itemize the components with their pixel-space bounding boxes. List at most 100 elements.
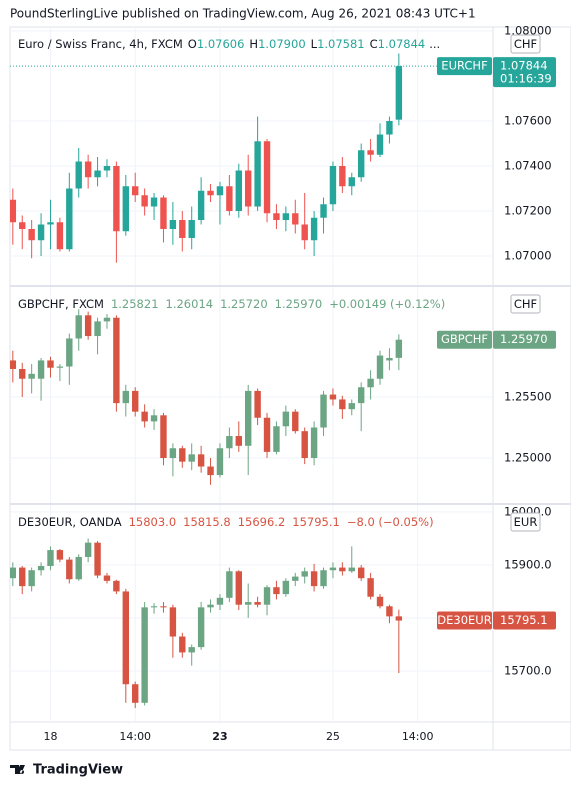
legend-value: 1.25970	[275, 297, 323, 311]
price-box	[493, 611, 556, 630]
candle-body	[197, 190, 205, 220]
x-tick-label: 23	[212, 730, 227, 743]
candle-body	[10, 360, 17, 369]
candle-body	[160, 606, 167, 608]
candle-body	[226, 186, 233, 211]
candle-body	[37, 360, 45, 379]
candle-body	[56, 366, 64, 368]
currency-label: EUR	[514, 515, 538, 529]
candle-body	[245, 390, 252, 446]
candle-body	[320, 394, 327, 428]
price-box	[493, 57, 556, 88]
candle-body	[386, 121, 393, 135]
candle-body	[132, 684, 139, 703]
legend-key: L	[311, 37, 318, 51]
candle-body	[292, 411, 299, 432]
candle-body	[188, 219, 195, 238]
candle-body	[245, 602, 252, 605]
currency-box	[510, 294, 541, 314]
symbol-box	[437, 57, 492, 76]
candle-body	[235, 571, 242, 605]
candle-body	[301, 571, 308, 577]
candle-body	[348, 177, 355, 187]
candle-body	[320, 204, 327, 218]
candle-body	[113, 317, 120, 404]
symbol-label: EURCHF	[441, 59, 487, 73]
candle-body	[75, 556, 82, 580]
candle-body	[263, 417, 271, 452]
candle-body	[19, 368, 26, 379]
candle-body	[28, 570, 35, 587]
candle-body	[179, 219, 186, 238]
candle-body	[339, 399, 346, 410]
pane-legend: Euro / Swiss Franc, 4h, FXCM O1.07606 H1.0…	[18, 37, 440, 51]
candle-body	[207, 604, 214, 608]
symbol-label: GBPCHF	[441, 332, 488, 346]
candle-body	[28, 373, 35, 379]
candle-body	[188, 454, 195, 462]
candle-body	[357, 387, 365, 404]
candle-body	[47, 550, 54, 566]
y-tick-label: 1.25000	[504, 450, 552, 464]
candle-body	[37, 224, 45, 241]
candle-body	[310, 427, 318, 458]
logo-text: TradingView	[33, 763, 123, 778]
candle-body	[66, 559, 73, 580]
candle-body	[310, 571, 318, 587]
candle-body	[47, 222, 54, 225]
x-tick-label: 14:00	[402, 730, 434, 743]
price-label: 15795.1	[500, 613, 548, 627]
candle-body	[10, 199, 17, 223]
y-tick-label: 1.07000	[504, 248, 552, 262]
pane-legend: DE30EUR, OANDA 15803.0 15815.8 15696.2 15795…	[18, 515, 434, 529]
candle-body	[292, 213, 299, 225]
candle-body	[357, 567, 365, 579]
x-tick-label: 18	[43, 730, 57, 743]
pane-title: Euro / Swiss Franc, 4h, FXCM	[18, 37, 183, 51]
legend-value: 15815.8	[183, 515, 231, 529]
legend-change: −8.0 (−0.05%)	[347, 515, 434, 529]
candle-body	[292, 576, 299, 581]
candle-body	[197, 454, 205, 467]
candle-body	[329, 394, 337, 400]
symbol-box	[437, 330, 492, 349]
y-tick-label: 1.07200	[504, 203, 552, 217]
countdown-label: 01:16:39	[500, 72, 552, 86]
candle-body	[226, 571, 233, 598]
candle-body	[122, 390, 130, 404]
legend-more: ...	[429, 37, 440, 51]
currency-label: CHF	[514, 37, 537, 51]
candle-body	[310, 217, 318, 241]
frame	[9, 26, 571, 751]
candle-body	[66, 188, 73, 250]
candle-body	[376, 355, 384, 379]
pane-title: DE30EUR, OANDA	[18, 515, 122, 529]
candle-body	[197, 607, 205, 648]
candle-body	[10, 567, 17, 579]
candle-body	[141, 411, 148, 422]
candle-body	[160, 197, 167, 229]
candle-body	[47, 360, 54, 368]
candle-body	[357, 150, 365, 178]
symbol-label: DE30EUR	[437, 613, 491, 627]
legend-value: 1.07606	[197, 37, 245, 51]
candle-body	[56, 550, 64, 560]
candle-body	[367, 378, 374, 388]
logo: TradingView	[10, 763, 123, 778]
candle-body	[94, 542, 101, 576]
candle-body	[103, 575, 111, 581]
pane-title: GBPCHF, FXCM	[18, 297, 104, 311]
legend-value: 1.25821	[111, 297, 159, 311]
candle-body	[179, 448, 186, 462]
candle-body	[254, 602, 261, 605]
x-tick-label: 25	[326, 730, 340, 743]
candle-body	[263, 141, 271, 214]
candle-body	[132, 390, 139, 412]
candle-body	[273, 426, 280, 452]
candle-body	[376, 596, 384, 607]
candle-body	[216, 186, 224, 196]
legend-value: 15803.0	[129, 515, 177, 529]
candle-body	[216, 448, 224, 476]
y-tick-label: 15700.0	[504, 663, 552, 677]
candle-body	[103, 317, 111, 322]
